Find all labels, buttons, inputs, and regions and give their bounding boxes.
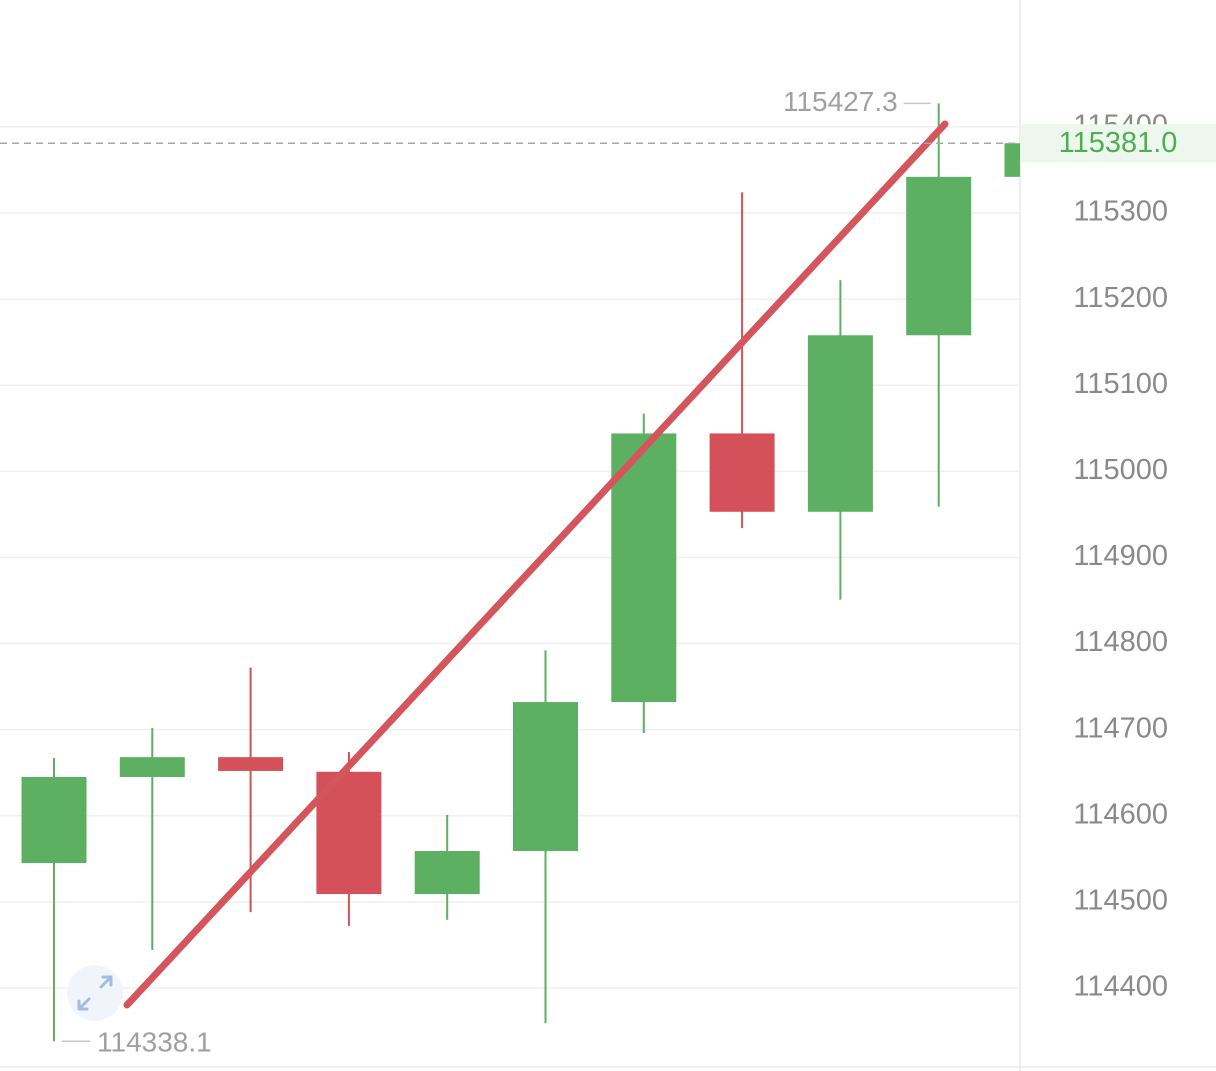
high-label: 115427.3 [783,86,898,117]
low-label: 114338.1 [97,1027,212,1058]
last-price-tag [1021,124,1216,163]
y-tick-label: 114500 [1073,884,1168,916]
candle-body [119,757,185,777]
y-tick-label: 114600 [1073,798,1168,830]
candle-body [513,702,578,852]
candle-body [906,176,972,336]
y-tick-label: 115100 [1073,368,1168,400]
y-tick-label: 115200 [1073,282,1168,314]
y-tick-label: 115300 [1073,196,1168,228]
y-tick-label: 114900 [1073,540,1168,572]
overlay: 115427.3 114338.1 115381.0 [0,86,1216,1058]
y-tick-label: 114700 [1073,712,1168,744]
expand-icon-bg [67,965,123,1021]
candle-body [807,335,873,512]
candle-body [1004,143,1020,177]
grid: 114400 114500 114600 114700 114800 114900 1150… [0,110,1168,1003]
y-tick-label: 114800 [1073,626,1168,658]
expand-icon-glyph [77,975,113,1011]
y-tick-label: 114400 [1073,971,1168,1003]
last-price-label: 115381.0 [1059,127,1178,159]
y-tick-label: 115000 [1073,454,1168,486]
candles [21,103,1020,1042]
candle-body [218,757,284,771]
trend-line [123,120,949,1009]
expand-icon[interactable] [67,965,123,1021]
candle-body [21,776,87,864]
candle-body [611,433,677,703]
candle-body [414,851,480,895]
candle-body [709,433,775,512]
